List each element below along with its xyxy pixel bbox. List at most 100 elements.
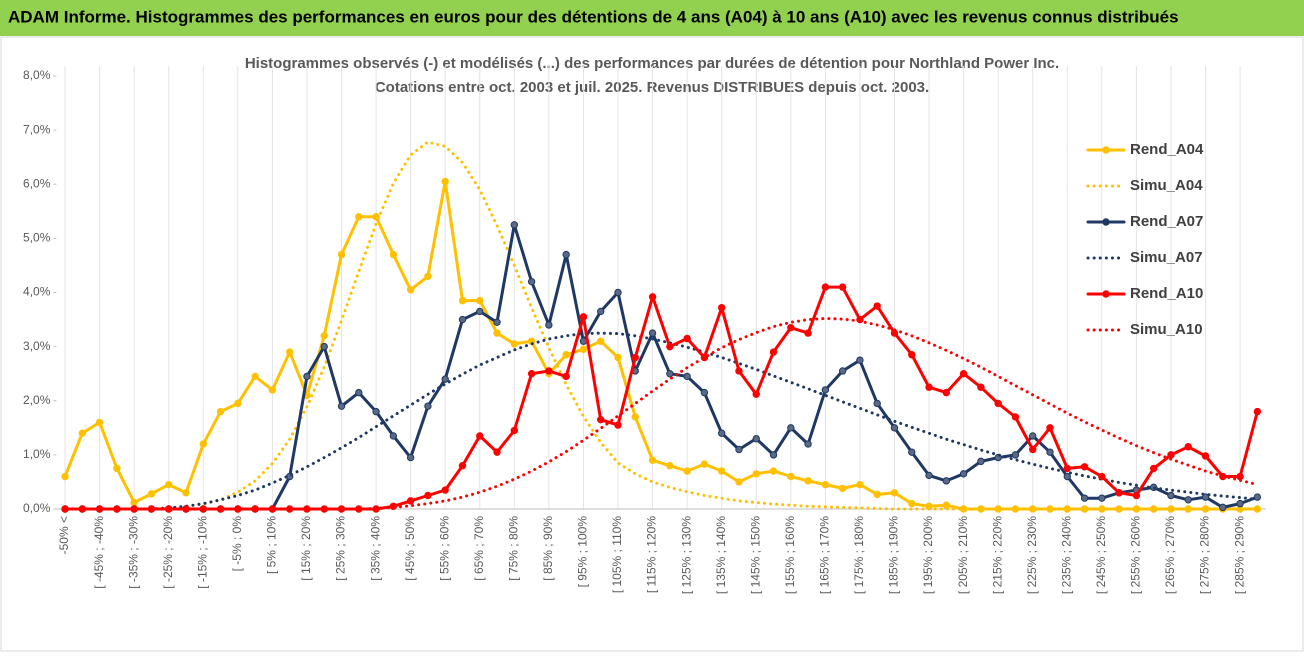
marker bbox=[700, 460, 709, 468]
x-tick-label: [ 105% ; 110% bbox=[610, 516, 624, 593]
marker bbox=[182, 489, 190, 497]
marker bbox=[1098, 494, 1106, 502]
x-tick-label: [ 75% ; 80% bbox=[506, 516, 520, 581]
marker bbox=[614, 353, 622, 362]
marker bbox=[1080, 463, 1089, 471]
y-tick-label: 2,0% bbox=[23, 393, 51, 407]
marker bbox=[510, 221, 519, 229]
marker bbox=[631, 413, 639, 421]
marker bbox=[1046, 448, 1054, 456]
marker bbox=[648, 456, 657, 464]
marker bbox=[925, 383, 933, 391]
marker bbox=[1149, 464, 1158, 473]
marker bbox=[337, 250, 346, 259]
header-bar bbox=[0, 0, 1304, 36]
y-tick-label: 7,0% bbox=[23, 122, 51, 136]
marker bbox=[406, 497, 415, 505]
marker bbox=[873, 490, 881, 499]
marker bbox=[856, 356, 864, 364]
legend-marker bbox=[1102, 218, 1110, 226]
y-tick-label: 0,0% bbox=[23, 501, 51, 515]
marker bbox=[908, 448, 916, 456]
marker bbox=[1253, 407, 1262, 416]
marker bbox=[320, 332, 328, 340]
marker bbox=[1167, 491, 1175, 500]
legend-marker bbox=[1102, 146, 1110, 154]
marker bbox=[113, 464, 121, 473]
marker bbox=[1201, 493, 1210, 501]
marker bbox=[942, 388, 951, 397]
marker bbox=[251, 372, 259, 381]
x-tick-label: [ 5% ; 10% bbox=[265, 516, 279, 574]
x-tick-label: [ 225% ; 230% bbox=[1025, 516, 1039, 594]
marker bbox=[787, 323, 795, 332]
marker bbox=[683, 467, 691, 475]
marker bbox=[977, 457, 985, 466]
legend-label: Rend_A10 bbox=[1130, 285, 1203, 302]
y-tick-label: 5,0% bbox=[23, 231, 51, 245]
marker bbox=[1115, 489, 1123, 497]
x-tick-label: [ 45% ; 50% bbox=[403, 516, 417, 581]
observed-line bbox=[63, 285, 1259, 511]
x-tick-label: [ 135% ; 140% bbox=[714, 516, 728, 594]
marker bbox=[735, 367, 743, 375]
marker bbox=[61, 472, 69, 481]
x-tick-label: [ 245% ; 250% bbox=[1094, 516, 1108, 594]
marker bbox=[1029, 432, 1037, 440]
marker bbox=[735, 445, 743, 454]
marker bbox=[925, 471, 933, 480]
marker bbox=[683, 334, 691, 343]
x-tick-label: [ -35% ; -30% bbox=[126, 516, 140, 589]
model-line bbox=[63, 331, 1259, 511]
marker bbox=[285, 348, 294, 356]
marker bbox=[752, 390, 760, 398]
marker bbox=[769, 348, 778, 356]
marker bbox=[199, 440, 207, 448]
marker bbox=[510, 340, 519, 348]
marker bbox=[804, 440, 812, 448]
marker bbox=[527, 277, 536, 286]
marker bbox=[216, 407, 225, 416]
marker bbox=[1236, 472, 1244, 481]
legend-label: Rend_A07 bbox=[1130, 213, 1203, 230]
chart-area bbox=[0, 36, 1304, 652]
marker bbox=[1063, 464, 1071, 473]
marker bbox=[476, 307, 484, 316]
marker bbox=[1011, 413, 1020, 421]
x-tick-label: [ 175% ; 180% bbox=[852, 516, 866, 594]
x-tick-label: [ 155% ; 160% bbox=[783, 516, 797, 594]
marker bbox=[355, 213, 363, 221]
marker bbox=[1063, 472, 1071, 481]
x-tick-label: [ 165% ; 170% bbox=[818, 516, 832, 594]
legend-marker bbox=[1102, 290, 1110, 298]
y-tick-label: 3,0% bbox=[23, 339, 51, 353]
marker bbox=[441, 177, 449, 186]
marker bbox=[493, 448, 501, 456]
marker bbox=[1201, 452, 1210, 460]
marker bbox=[804, 477, 812, 485]
marker bbox=[78, 429, 87, 437]
marker bbox=[1046, 424, 1054, 432]
marker bbox=[458, 315, 467, 324]
marker bbox=[562, 250, 570, 259]
marker bbox=[562, 351, 570, 359]
marker bbox=[717, 429, 726, 437]
marker bbox=[597, 415, 605, 424]
marker bbox=[942, 477, 951, 485]
marker bbox=[268, 386, 277, 394]
marker bbox=[597, 337, 605, 345]
marker bbox=[234, 399, 242, 408]
marker bbox=[873, 399, 881, 408]
x-tick-label: [ 25% ; 30% bbox=[334, 516, 348, 581]
marker bbox=[821, 386, 830, 394]
marker bbox=[752, 434, 760, 443]
marker bbox=[804, 329, 812, 337]
y-tick-label: 4,0% bbox=[23, 285, 51, 299]
marker bbox=[130, 498, 138, 507]
x-tick-label: [ -25% ; -20% bbox=[161, 516, 175, 589]
marker bbox=[545, 321, 553, 329]
marker bbox=[1080, 494, 1089, 502]
x-tick-label: [ 65% ; 70% bbox=[472, 516, 486, 581]
